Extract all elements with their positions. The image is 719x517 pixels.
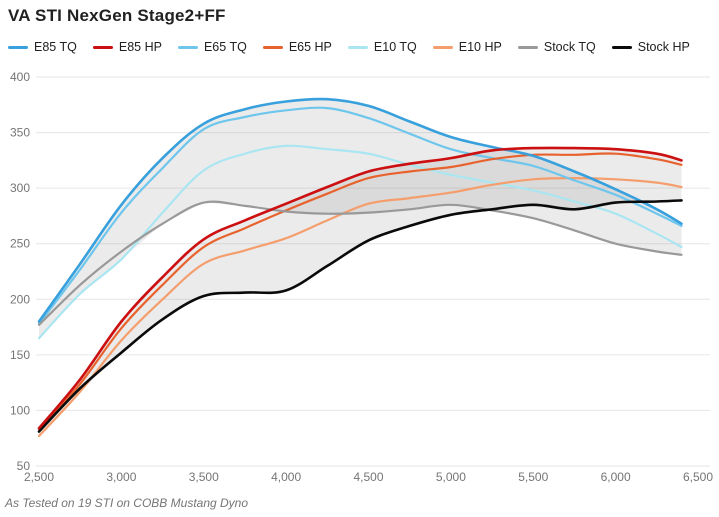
y-tick-label: 50 [17,459,31,473]
x-tick-label: 4,000 [271,470,301,484]
legend-item-stock-tq: Stock TQ [517,40,596,54]
legend-item-e85-tq: E85 TQ [8,40,77,54]
legend: E85 TQ E85 HP E65 TQ E65 HP E10 TQ E10 HP Stoc… [8,40,690,54]
legend-label: Stock TQ [543,40,596,54]
legend-item-e65-tq: E65 TQ [177,40,247,54]
legend-swatch [347,45,368,49]
legend-item-e65-hp: E65 HP [262,40,332,54]
y-tick-label: 300 [10,181,30,195]
legend-item-e10-hp: E10 HP [432,40,502,54]
y-tick-label: 150 [10,348,30,362]
legend-item-e10-tq: E10 TQ [347,40,417,54]
y-tick-label: 400 [10,70,30,84]
x-tick-label: 4,500 [353,470,383,484]
x-tick-label: 6,000 [601,470,631,484]
y-tick-label: 200 [10,292,30,306]
y-tick-label: 350 [10,126,30,140]
legend-label: E65 TQ [203,40,247,54]
series-line-e85-hp [37,146,683,430]
legend-item-e85-hp: E85 HP [92,40,162,54]
x-tick-label: 2,500 [24,470,54,484]
chart-title: VA STI NexGen Stage2+FF [8,6,226,25]
series-line-e85-tq [37,97,683,323]
x-tick-label: 6,500 [683,470,713,484]
legend-label: Stock HP [637,40,690,54]
series-line-e10-tq [37,144,683,340]
series-line-e10-hp [37,177,683,438]
x-tick-label: 5,500 [518,470,548,484]
series-line-stock-hp [37,199,683,433]
legend-swatch [432,45,453,49]
legend-item-stock-hp: Stock HP [611,40,690,54]
series-line-e65-tq [37,106,683,325]
legend-swatch [517,45,538,49]
gridlines: 400 350 300 250 200 150 100 502,500 3,000 3,500 4,… [10,70,713,484]
legend-label: E10 TQ [373,40,417,54]
legend-label: E10 HP [458,40,502,54]
x-tick-label: 3,500 [189,470,219,484]
series-line-stock-tq [37,200,683,326]
series-line-e65-hp [37,152,683,431]
legend-swatch [262,45,283,49]
legend-label: E85 TQ [34,40,77,54]
footer-note: As Tested on 19 STI on COBB Mustang Dyno [5,496,249,510]
x-tick-label: 5,000 [436,470,466,484]
legend-swatch [611,45,632,49]
y-tick-label: 100 [10,403,30,417]
legend-label: E65 HP [288,40,332,54]
tq-gain-band [39,99,682,339]
legend-swatch [8,45,28,49]
legend-swatch [177,45,198,49]
y-tick-label: 250 [10,237,30,251]
legend-swatch [92,45,113,49]
x-tick-label: 3,000 [106,470,136,484]
legend-label: E85 HP [118,40,162,54]
